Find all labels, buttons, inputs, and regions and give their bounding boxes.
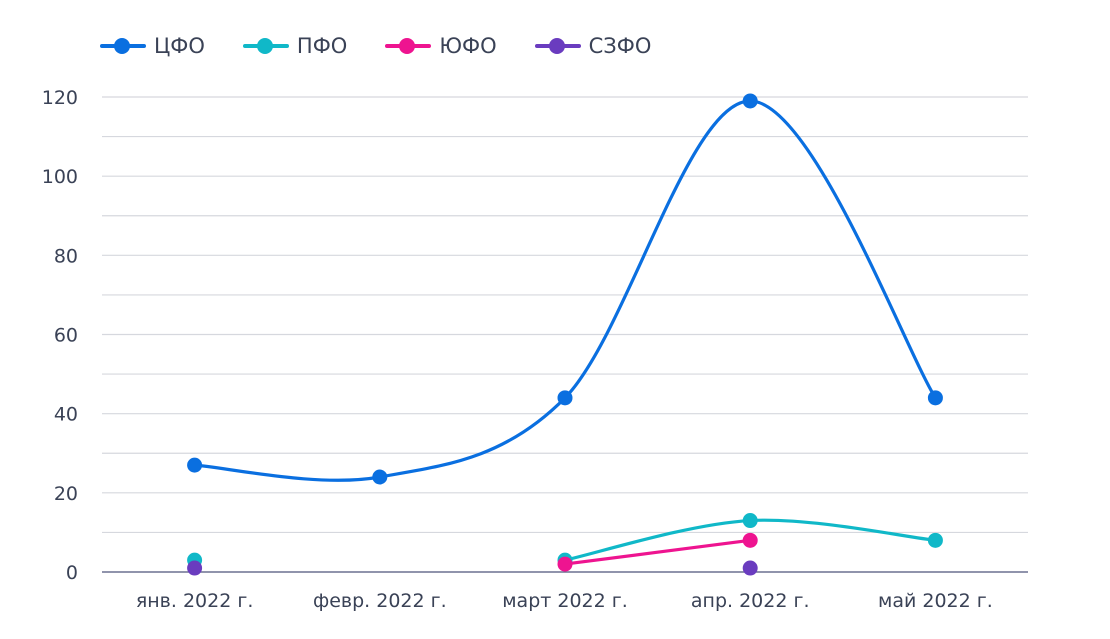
y-tick-label: 0 (66, 562, 78, 584)
data-point-3-0[interactable] (187, 560, 203, 576)
series-line-0 (193, 99, 937, 482)
data-point-0-4[interactable] (927, 390, 943, 406)
data-point-2-2[interactable] (557, 556, 573, 572)
legend-label-pfo: ПФО (296, 34, 348, 58)
data-point-1-4[interactable] (927, 532, 943, 548)
x-tick-label: март 2022 г. (502, 590, 628, 612)
legend-label-yufo: ЮФО (439, 34, 497, 58)
grid-lines (102, 96, 1028, 573)
data-point-3-3[interactable] (742, 560, 758, 576)
legend-swatch-yufo (383, 36, 433, 56)
x-tick-label: февр. 2022 г. (313, 590, 447, 612)
legend-label-szfo: СЗФО (588, 34, 652, 58)
series-line-2 (563, 538, 752, 566)
x-tick-label: янв. 2022 г. (136, 590, 254, 612)
legend-item-yufo[interactable]: ЮФО (383, 34, 497, 58)
data-point-0-0[interactable] (187, 457, 203, 473)
legend-item-szfo[interactable]: СЗФО (533, 34, 652, 58)
y-tick-label: 40 (54, 404, 78, 426)
legend: ЦФО ПФО ЮФО СЗФО (98, 28, 687, 64)
y-tick-label: 120 (42, 87, 78, 109)
legend-swatch-szfo (533, 36, 583, 56)
y-axis-tick-labels: 0 20 40 60 80 100 120 (42, 87, 78, 584)
data-point-2-3[interactable] (742, 532, 758, 548)
legend-item-pfo[interactable]: ПФО (241, 34, 347, 58)
x-tick-label: май 2022 г. (878, 590, 993, 612)
x-tick-label: апр. 2022 г. (691, 590, 810, 612)
legend-label-cfo: ЦФО (154, 34, 205, 58)
legend-swatch-cfo (98, 36, 148, 56)
data-point-0-2[interactable] (557, 390, 573, 406)
data-point-0-1[interactable] (372, 469, 388, 485)
data-point-0-3[interactable] (742, 93, 758, 109)
y-tick-label: 80 (54, 245, 78, 267)
y-tick-label: 60 (54, 325, 78, 347)
series-lines (193, 99, 937, 566)
y-tick-label: 20 (54, 483, 78, 505)
y-tick-label: 100 (42, 166, 78, 188)
legend-item-cfo[interactable]: ЦФО (98, 34, 205, 58)
legend-swatch-pfo (241, 36, 291, 56)
data-point-1-3[interactable] (742, 513, 758, 529)
series-points (187, 93, 943, 576)
x-axis-tick-labels: янв. 2022 г. февр. 2022 г. март 2022 г. апр… (136, 590, 993, 612)
